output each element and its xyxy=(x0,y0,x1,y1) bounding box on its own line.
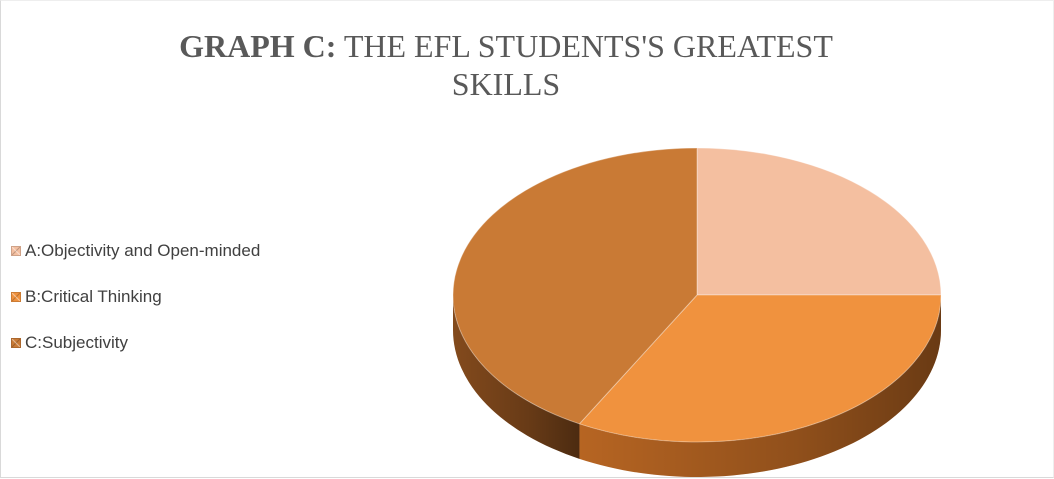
legend-item-b: B:Critical Thinking xyxy=(11,285,260,309)
chart-title-bold: GRAPH C: xyxy=(179,28,337,64)
pie-side-shade-2 xyxy=(453,295,580,459)
pie-slice-1 xyxy=(578,294,942,443)
pie-side-shade-1 xyxy=(579,295,941,477)
legend-swatch-c xyxy=(11,338,21,348)
pie-slice-0 xyxy=(696,147,942,296)
legend-label-b: B:Critical Thinking xyxy=(25,287,162,306)
chart-legend: A:Objectivity and Open-minded B:Critical… xyxy=(11,239,260,377)
legend-label-a: A:Objectivity and Open-minded xyxy=(25,241,261,260)
pie-slice-2 xyxy=(452,147,698,425)
chart-title-rest: THE EFL STUDENTS'S GREATEST xyxy=(336,28,833,64)
chart-title: GRAPH C: THE EFL STUDENTS'S GREATEST SKI… xyxy=(1,27,1011,103)
legend-swatch-a xyxy=(11,246,21,256)
legend-item-c: C:Subjectivity xyxy=(11,331,260,355)
legend-label-c: C:Subjectivity xyxy=(25,333,128,352)
chart-title-line2: SKILLS xyxy=(451,66,561,102)
legend-item-a: A:Objectivity and Open-minded xyxy=(11,239,260,263)
legend-swatch-b xyxy=(11,292,21,302)
